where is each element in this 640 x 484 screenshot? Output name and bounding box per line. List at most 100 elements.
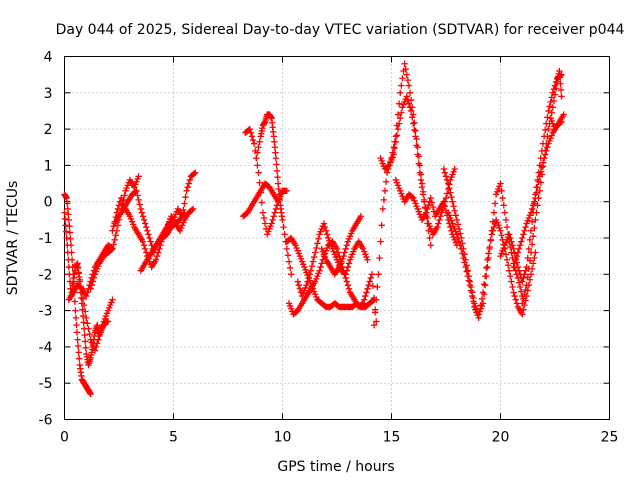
data-point <box>448 193 455 201</box>
data-point <box>523 281 530 289</box>
data-point <box>139 238 147 245</box>
data-point <box>545 125 552 133</box>
data-point <box>490 223 498 231</box>
data-point <box>75 349 82 356</box>
data-point <box>83 292 90 300</box>
data-point <box>140 216 148 224</box>
y-tick-label: -6 <box>39 413 53 429</box>
data-point <box>379 205 386 213</box>
data-point <box>342 271 349 278</box>
data-point <box>152 256 160 263</box>
data-point <box>522 223 529 231</box>
data-point <box>447 223 454 231</box>
data-point <box>92 343 100 351</box>
data-point <box>515 267 523 274</box>
data-point <box>499 194 506 202</box>
data-point <box>488 231 495 238</box>
data-point <box>502 251 510 258</box>
data-point <box>254 149 261 156</box>
data-point <box>404 96 412 104</box>
data-point <box>442 194 450 202</box>
data-point <box>520 231 527 238</box>
data-point <box>281 231 288 238</box>
grid-layer <box>64 56 610 420</box>
data-point <box>540 154 548 162</box>
data-point <box>82 338 89 345</box>
data-point <box>270 213 277 220</box>
data-point <box>82 308 89 315</box>
data-point <box>144 227 151 234</box>
data-point <box>66 223 73 230</box>
data-point <box>526 236 534 244</box>
data-point <box>73 329 81 336</box>
data-point <box>256 179 263 186</box>
data-point <box>115 202 123 209</box>
data-point <box>257 189 264 196</box>
data-point <box>364 285 371 293</box>
data-point <box>91 347 99 354</box>
data-point <box>552 85 560 92</box>
data-point <box>461 259 468 266</box>
data-point <box>427 242 434 249</box>
data-point <box>484 263 491 271</box>
series-trace-d <box>74 263 116 354</box>
data-point <box>382 178 390 185</box>
data-point <box>480 281 488 288</box>
data-point <box>317 263 324 271</box>
data-point <box>403 93 410 100</box>
data-point <box>378 222 385 229</box>
data-point <box>541 126 549 134</box>
data-point <box>383 169 391 176</box>
data-point <box>487 237 494 244</box>
data-point <box>272 149 279 156</box>
data-point <box>280 223 287 231</box>
data-point <box>484 256 491 263</box>
data-point <box>530 260 537 267</box>
data-point <box>80 301 88 309</box>
data-point <box>112 232 119 239</box>
data-point <box>369 297 377 304</box>
data-point <box>110 241 117 248</box>
data-point <box>97 329 104 336</box>
data-point <box>259 209 267 216</box>
data-point <box>393 132 401 139</box>
data-point <box>89 278 97 285</box>
data-point <box>308 262 316 270</box>
data-point <box>500 202 507 209</box>
data-point <box>411 126 418 134</box>
data-point <box>394 125 402 133</box>
data-point <box>518 238 525 245</box>
data-point <box>250 140 258 147</box>
data-point <box>192 169 199 176</box>
data-point <box>390 144 397 151</box>
data-point <box>271 209 279 216</box>
data-point <box>557 80 564 87</box>
data-point <box>483 264 490 272</box>
x-tick-label: 5 <box>169 430 178 446</box>
data-point <box>344 281 352 289</box>
series-trace-w <box>519 67 565 307</box>
x-tick-label: 10 <box>274 430 292 446</box>
data-point <box>534 202 541 209</box>
data-point <box>270 133 277 140</box>
data-point <box>254 162 261 169</box>
data-point <box>71 298 79 305</box>
data-point <box>395 120 403 127</box>
data-point <box>377 238 384 245</box>
data-point <box>260 214 268 222</box>
data-point <box>405 100 413 107</box>
data-point <box>279 216 286 224</box>
data-point <box>440 165 448 173</box>
data-point <box>320 220 328 227</box>
data-point <box>72 314 80 322</box>
data-point <box>357 213 365 220</box>
data-point <box>269 216 276 224</box>
data-point <box>525 265 533 273</box>
data-point <box>503 223 511 231</box>
data-point <box>497 227 504 234</box>
data-point <box>531 254 538 262</box>
data-point <box>556 67 563 75</box>
data-point <box>65 263 73 271</box>
data-point <box>365 281 372 289</box>
